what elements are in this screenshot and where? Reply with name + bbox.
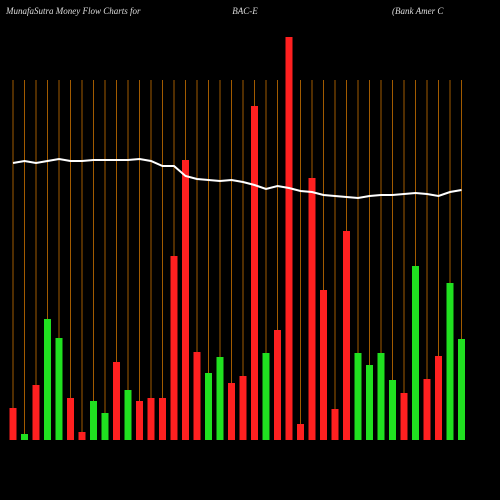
bar xyxy=(343,231,350,440)
bar xyxy=(377,353,385,440)
bar xyxy=(90,401,97,440)
bar xyxy=(274,330,281,440)
bar xyxy=(320,290,327,440)
bar xyxy=(308,178,316,440)
bar xyxy=(239,376,247,440)
bar xyxy=(159,398,166,440)
bar xyxy=(136,401,143,440)
bar xyxy=(124,390,132,440)
bar xyxy=(32,385,40,440)
bar xyxy=(78,432,86,440)
bar xyxy=(216,357,224,440)
bar xyxy=(435,356,442,440)
company-name: (Bank Amer C xyxy=(392,6,444,16)
bar xyxy=(458,339,465,440)
bar xyxy=(21,434,28,440)
bar xyxy=(228,383,235,440)
bar xyxy=(55,338,63,440)
bar xyxy=(297,424,304,440)
bar xyxy=(285,37,293,440)
bar xyxy=(389,380,396,440)
bar xyxy=(193,352,201,440)
price-line xyxy=(12,157,462,200)
bar xyxy=(9,408,17,440)
bar xyxy=(147,398,155,440)
bar xyxy=(400,393,408,440)
bar xyxy=(251,106,258,440)
bar xyxy=(354,353,362,440)
bar xyxy=(423,379,431,440)
chart-title: MunafaSutra Money Flow Charts for xyxy=(5,6,141,16)
bar xyxy=(67,398,74,440)
bar xyxy=(101,413,109,440)
bar xyxy=(412,266,419,440)
bar xyxy=(446,283,454,440)
bar xyxy=(113,362,120,440)
bar xyxy=(170,256,178,440)
bar xyxy=(262,353,270,440)
bar xyxy=(44,319,51,440)
chart-subtitle: BAC-E xyxy=(232,6,258,16)
bar xyxy=(331,409,339,440)
bar xyxy=(366,365,373,440)
bar xyxy=(182,160,189,440)
bar xyxy=(205,373,212,440)
